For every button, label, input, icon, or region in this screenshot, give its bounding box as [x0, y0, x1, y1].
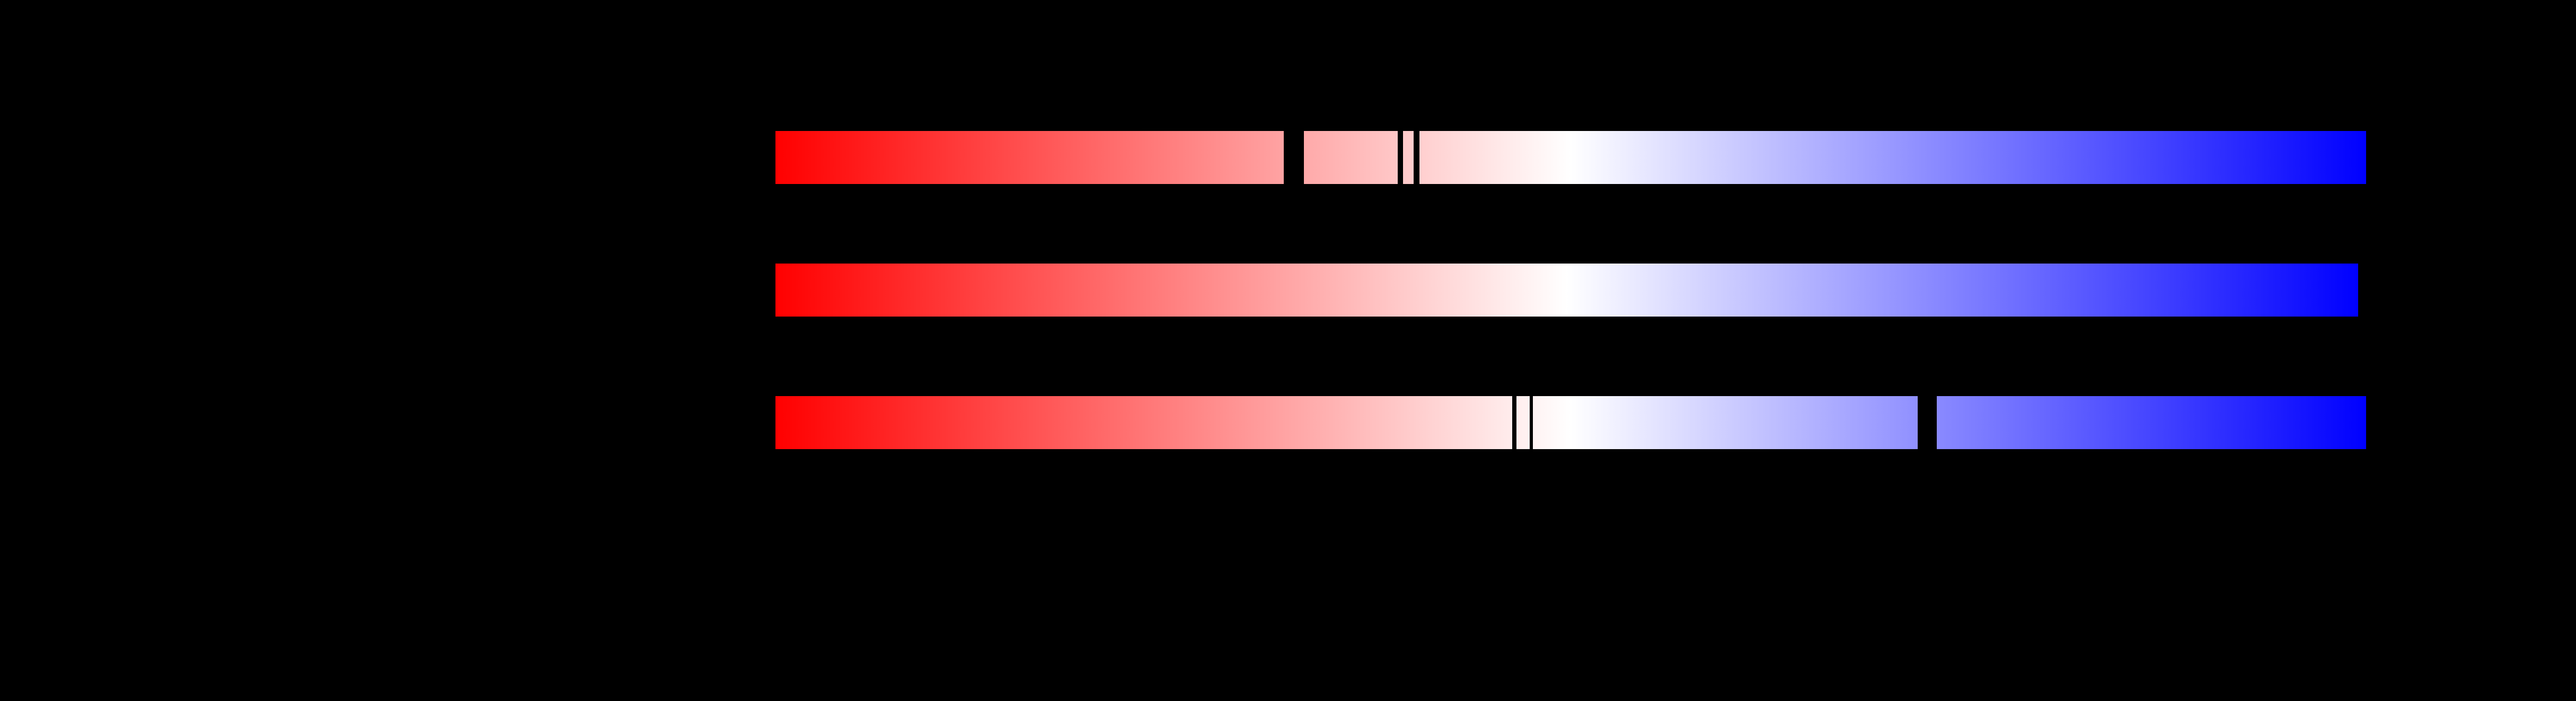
bar-break [1918, 396, 1937, 450]
bar-break [1284, 130, 1304, 185]
gradient-bar-1 [775, 130, 2366, 185]
bar-break [1398, 130, 1403, 185]
bar-break [1530, 396, 1533, 450]
bar-break [1414, 130, 1419, 185]
bar-break [1512, 396, 1516, 450]
gradient-bar-2 [775, 264, 2358, 317]
gradient-bar-3 [775, 396, 2366, 450]
